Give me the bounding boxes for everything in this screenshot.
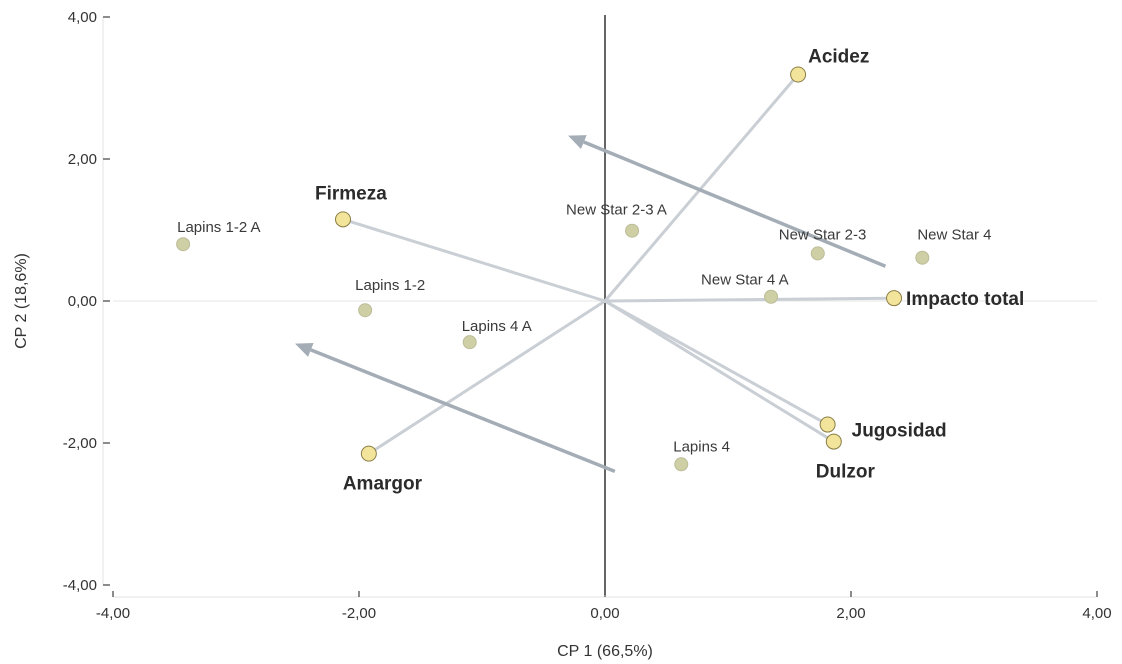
- x-tick-label: 4,00: [1082, 605, 1111, 622]
- y-tick-label: 4,00: [68, 9, 97, 26]
- observation-label: New Star 2-3 A: [566, 202, 667, 219]
- observation-label: New Star 4 A: [701, 272, 789, 289]
- variable-point: [335, 211, 352, 228]
- trend-arrows: [295, 135, 887, 474]
- variable-point: [790, 66, 807, 83]
- variable-label: Amargor: [343, 474, 423, 495]
- trend-arrow-head: [295, 342, 314, 357]
- variable-points: Acidez Firmeza Impacto total Jugosidad Dulzo…: [315, 47, 1024, 495]
- y-tick-label: -2,00: [63, 435, 97, 452]
- x-tick-label: 2,00: [836, 605, 865, 622]
- y-tick-label: 2,00: [68, 151, 97, 168]
- trend-arrow-shaft: [583, 140, 887, 268]
- observation-label: Lapins 1-2 A: [177, 219, 260, 236]
- y-tick-label: -4,00: [63, 577, 97, 594]
- observation-point: [462, 335, 477, 350]
- variable-label: Acidez: [808, 47, 869, 68]
- y-axis-title: CP 2 (18,6%): [13, 253, 30, 349]
- observation-points: Lapins 1-2 A Lapins 1-2 Lapins 4 A Lapins 4…: [176, 202, 992, 472]
- trend-arrow-shaft: [310, 348, 616, 474]
- x-tick-label: -4,00: [96, 605, 130, 622]
- observation-point: [810, 246, 825, 261]
- observation-label: New Star 2-3: [779, 226, 867, 243]
- observation-point: [625, 223, 640, 238]
- variable-vector-line: [341, 217, 607, 303]
- observation-point: [176, 237, 191, 252]
- observation-label: Lapins 1-2: [355, 277, 425, 294]
- x-tick-label: -2,00: [342, 605, 376, 622]
- variable-label: Jugosidad: [852, 421, 947, 442]
- observation-point: [674, 457, 689, 472]
- variable-label: Impacto total: [906, 289, 1024, 310]
- variable-vector-line: [603, 299, 836, 444]
- variable-vectors: [341, 73, 896, 456]
- variable-vector-line: [603, 296, 896, 303]
- variable-point: [819, 416, 836, 433]
- y-tick-label: 0,00: [68, 293, 97, 310]
- variable-point: [360, 445, 377, 462]
- variable-label: Firmeza: [315, 183, 387, 204]
- observation-point: [358, 303, 373, 318]
- axes: -4,00 -2,00 0,00 2,00 4,00 4,00 2,00 0,00 -2,00 -…: [63, 9, 1112, 622]
- x-tick-label: 0,00: [590, 605, 619, 622]
- observation-point: [764, 289, 779, 304]
- variable-vector-line: [367, 299, 607, 456]
- trend-arrow-head: [568, 135, 587, 149]
- variable-point: [886, 290, 903, 307]
- observation-label: New Star 4: [917, 227, 991, 244]
- variable-label: Dulzor: [816, 462, 876, 483]
- observation-point: [915, 250, 930, 265]
- observation-label: Lapins 4 A: [462, 318, 532, 335]
- variable-vector-line: [603, 73, 800, 303]
- variable-point: [825, 433, 842, 450]
- observation-label: Lapins 4: [673, 438, 730, 455]
- variable-vector-line: [603, 299, 830, 427]
- x-axis-title: CP 1 (66,5%): [557, 643, 653, 660]
